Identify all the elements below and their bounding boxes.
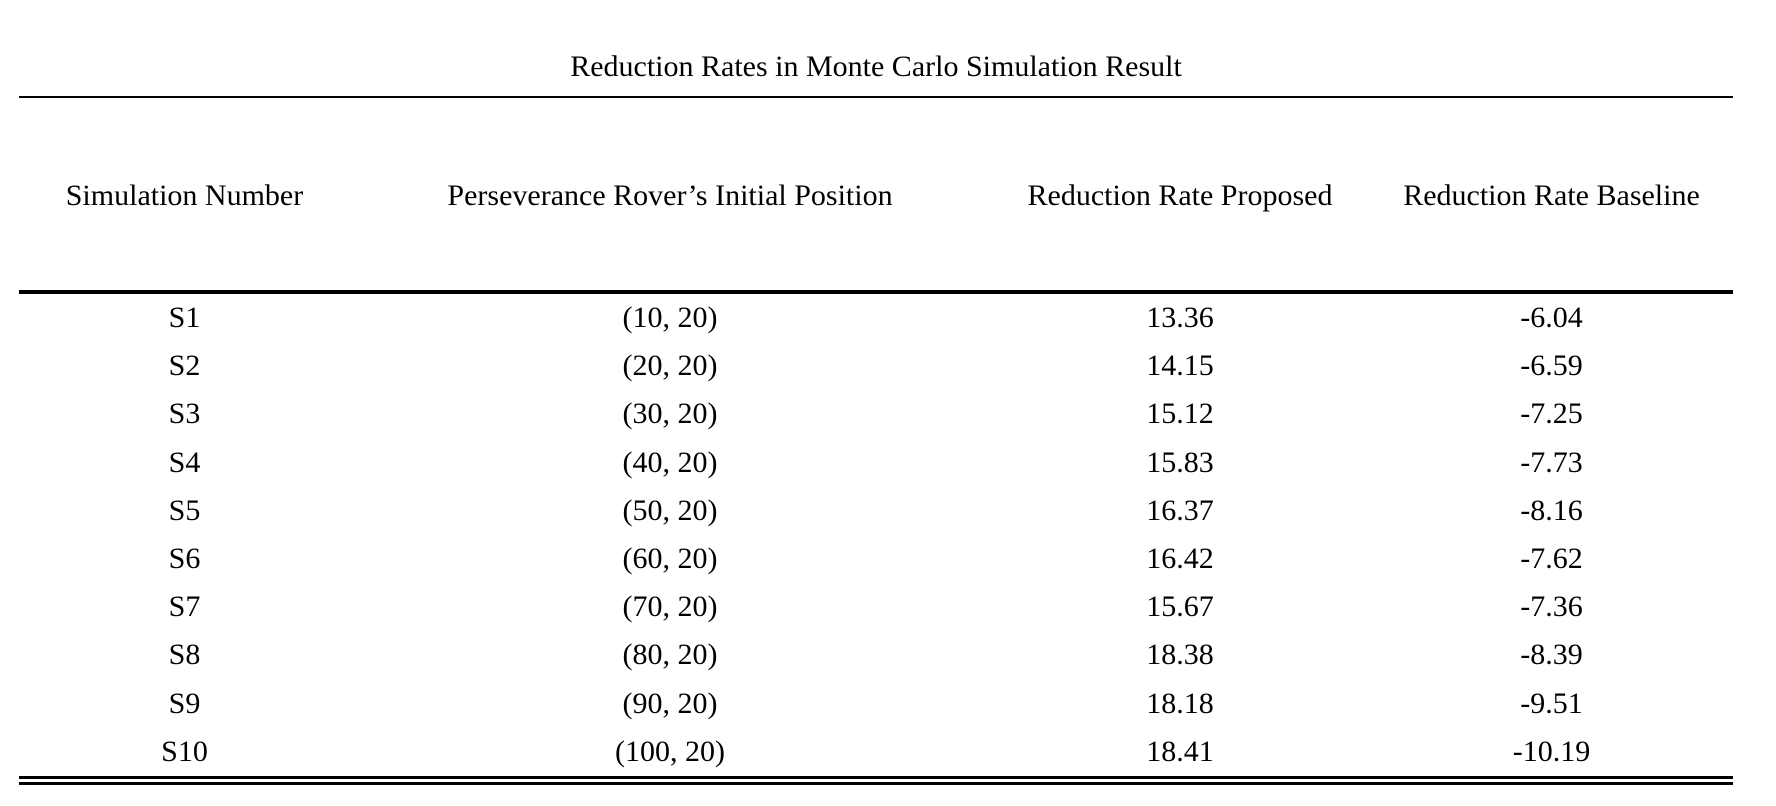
simulation-number-cell: S9 xyxy=(168,686,201,720)
reduction-rate-baseline-cell: -8.39 xyxy=(1520,638,1583,672)
initial-position-cell: (60, 20) xyxy=(622,542,718,576)
simulation-number-cell: S3 xyxy=(168,397,201,431)
table-row: S6 (60, 20) 16.42 -7.62 xyxy=(19,535,1733,583)
reduction-rate-baseline-cell: -10.19 xyxy=(1512,734,1591,768)
reduction-rate-baseline-cell: -7.62 xyxy=(1520,542,1583,576)
reduction-rate-baseline-cell: -7.73 xyxy=(1520,445,1583,479)
reduction-rate-baseline-cell: -8.16 xyxy=(1520,493,1583,527)
table-row: S9 (90, 20) 18.18 -9.51 xyxy=(19,680,1733,728)
bottom-double-rule xyxy=(19,776,1733,785)
results-table: Reduction Rates in Monte Carlo Simulatio… xyxy=(19,0,1733,806)
column-header-initial-position: Perseverance Rover’s Initial Position xyxy=(447,179,893,212)
table-row: S5 (50, 20) 16.37 -8.16 xyxy=(19,487,1733,535)
initial-position-cell: (90, 20) xyxy=(622,686,718,720)
simulation-number-cell: S8 xyxy=(168,638,201,672)
table-row: S7 (70, 20) 15.67 -7.36 xyxy=(19,583,1733,631)
simulation-number-cell: S6 xyxy=(168,542,201,576)
table-header-row: Simulation Number Perseverance Rover’s I… xyxy=(19,177,1733,215)
reduction-rate-proposed-cell: 15.67 xyxy=(1146,590,1214,624)
table-row: S10 (100, 20) 18.41 -10.19 xyxy=(19,728,1733,776)
reduction-rate-baseline-cell: -6.04 xyxy=(1520,301,1583,335)
column-header-reduction-rate-proposed: Reduction Rate Proposed xyxy=(1027,179,1333,212)
reduction-rate-baseline-cell: -7.36 xyxy=(1520,590,1583,624)
reduction-rate-proposed-cell: 16.37 xyxy=(1146,493,1214,527)
reduction-rate-proposed-cell: 18.18 xyxy=(1146,686,1214,720)
initial-position-cell: (20, 20) xyxy=(622,349,718,383)
header-rule xyxy=(19,290,1733,294)
reduction-rate-proposed-cell: 18.38 xyxy=(1146,638,1214,672)
column-header-simulation-number: Simulation Number xyxy=(65,179,304,212)
simulation-number-cell: S5 xyxy=(168,493,201,527)
reduction-rate-proposed-cell: 15.83 xyxy=(1146,445,1214,479)
table-row: S3 (30, 20) 15.12 -7.25 xyxy=(19,390,1733,438)
reduction-rate-proposed-cell: 14.15 xyxy=(1146,349,1214,383)
initial-position-cell: (30, 20) xyxy=(622,397,718,431)
table-row: S4 (40, 20) 15.83 -7.73 xyxy=(19,439,1733,487)
table-row: S1 (10, 20) 13.36 -6.04 xyxy=(19,294,1733,342)
table-title: Reduction Rates in Monte Carlo Simulatio… xyxy=(570,50,1182,83)
simulation-number-cell: S10 xyxy=(161,734,208,768)
simulation-number-cell: S1 xyxy=(168,301,201,335)
reduction-rate-baseline-cell: -9.51 xyxy=(1520,686,1583,720)
reduction-rate-proposed-cell: 13.36 xyxy=(1146,301,1214,335)
reduction-rate-baseline-cell: -7.25 xyxy=(1520,397,1583,431)
simulation-number-cell: S7 xyxy=(168,590,201,624)
initial-position-cell: (80, 20) xyxy=(622,638,718,672)
initial-position-cell: (40, 20) xyxy=(622,445,718,479)
table-row: S2 (20, 20) 14.15 -6.59 xyxy=(19,342,1733,390)
reduction-rate-baseline-cell: -6.59 xyxy=(1520,349,1583,383)
title-rule xyxy=(19,96,1733,98)
table-body: S1 (10, 20) 13.36 -6.04 S2 (20, 20) 14.1… xyxy=(19,294,1733,776)
simulation-number-cell: S4 xyxy=(168,445,201,479)
reduction-rate-proposed-cell: 15.12 xyxy=(1146,397,1214,431)
reduction-rate-proposed-cell: 18.41 xyxy=(1146,734,1214,768)
reduction-rate-proposed-cell: 16.42 xyxy=(1146,542,1214,576)
initial-position-cell: (50, 20) xyxy=(622,493,718,527)
simulation-number-cell: S2 xyxy=(168,349,201,383)
column-header-reduction-rate-baseline: Reduction Rate Baseline xyxy=(1403,179,1700,212)
table-row: S8 (80, 20) 18.38 -8.39 xyxy=(19,631,1733,679)
initial-position-cell: (10, 20) xyxy=(622,301,718,335)
initial-position-cell: (100, 20) xyxy=(615,734,725,768)
initial-position-cell: (70, 20) xyxy=(622,590,718,624)
